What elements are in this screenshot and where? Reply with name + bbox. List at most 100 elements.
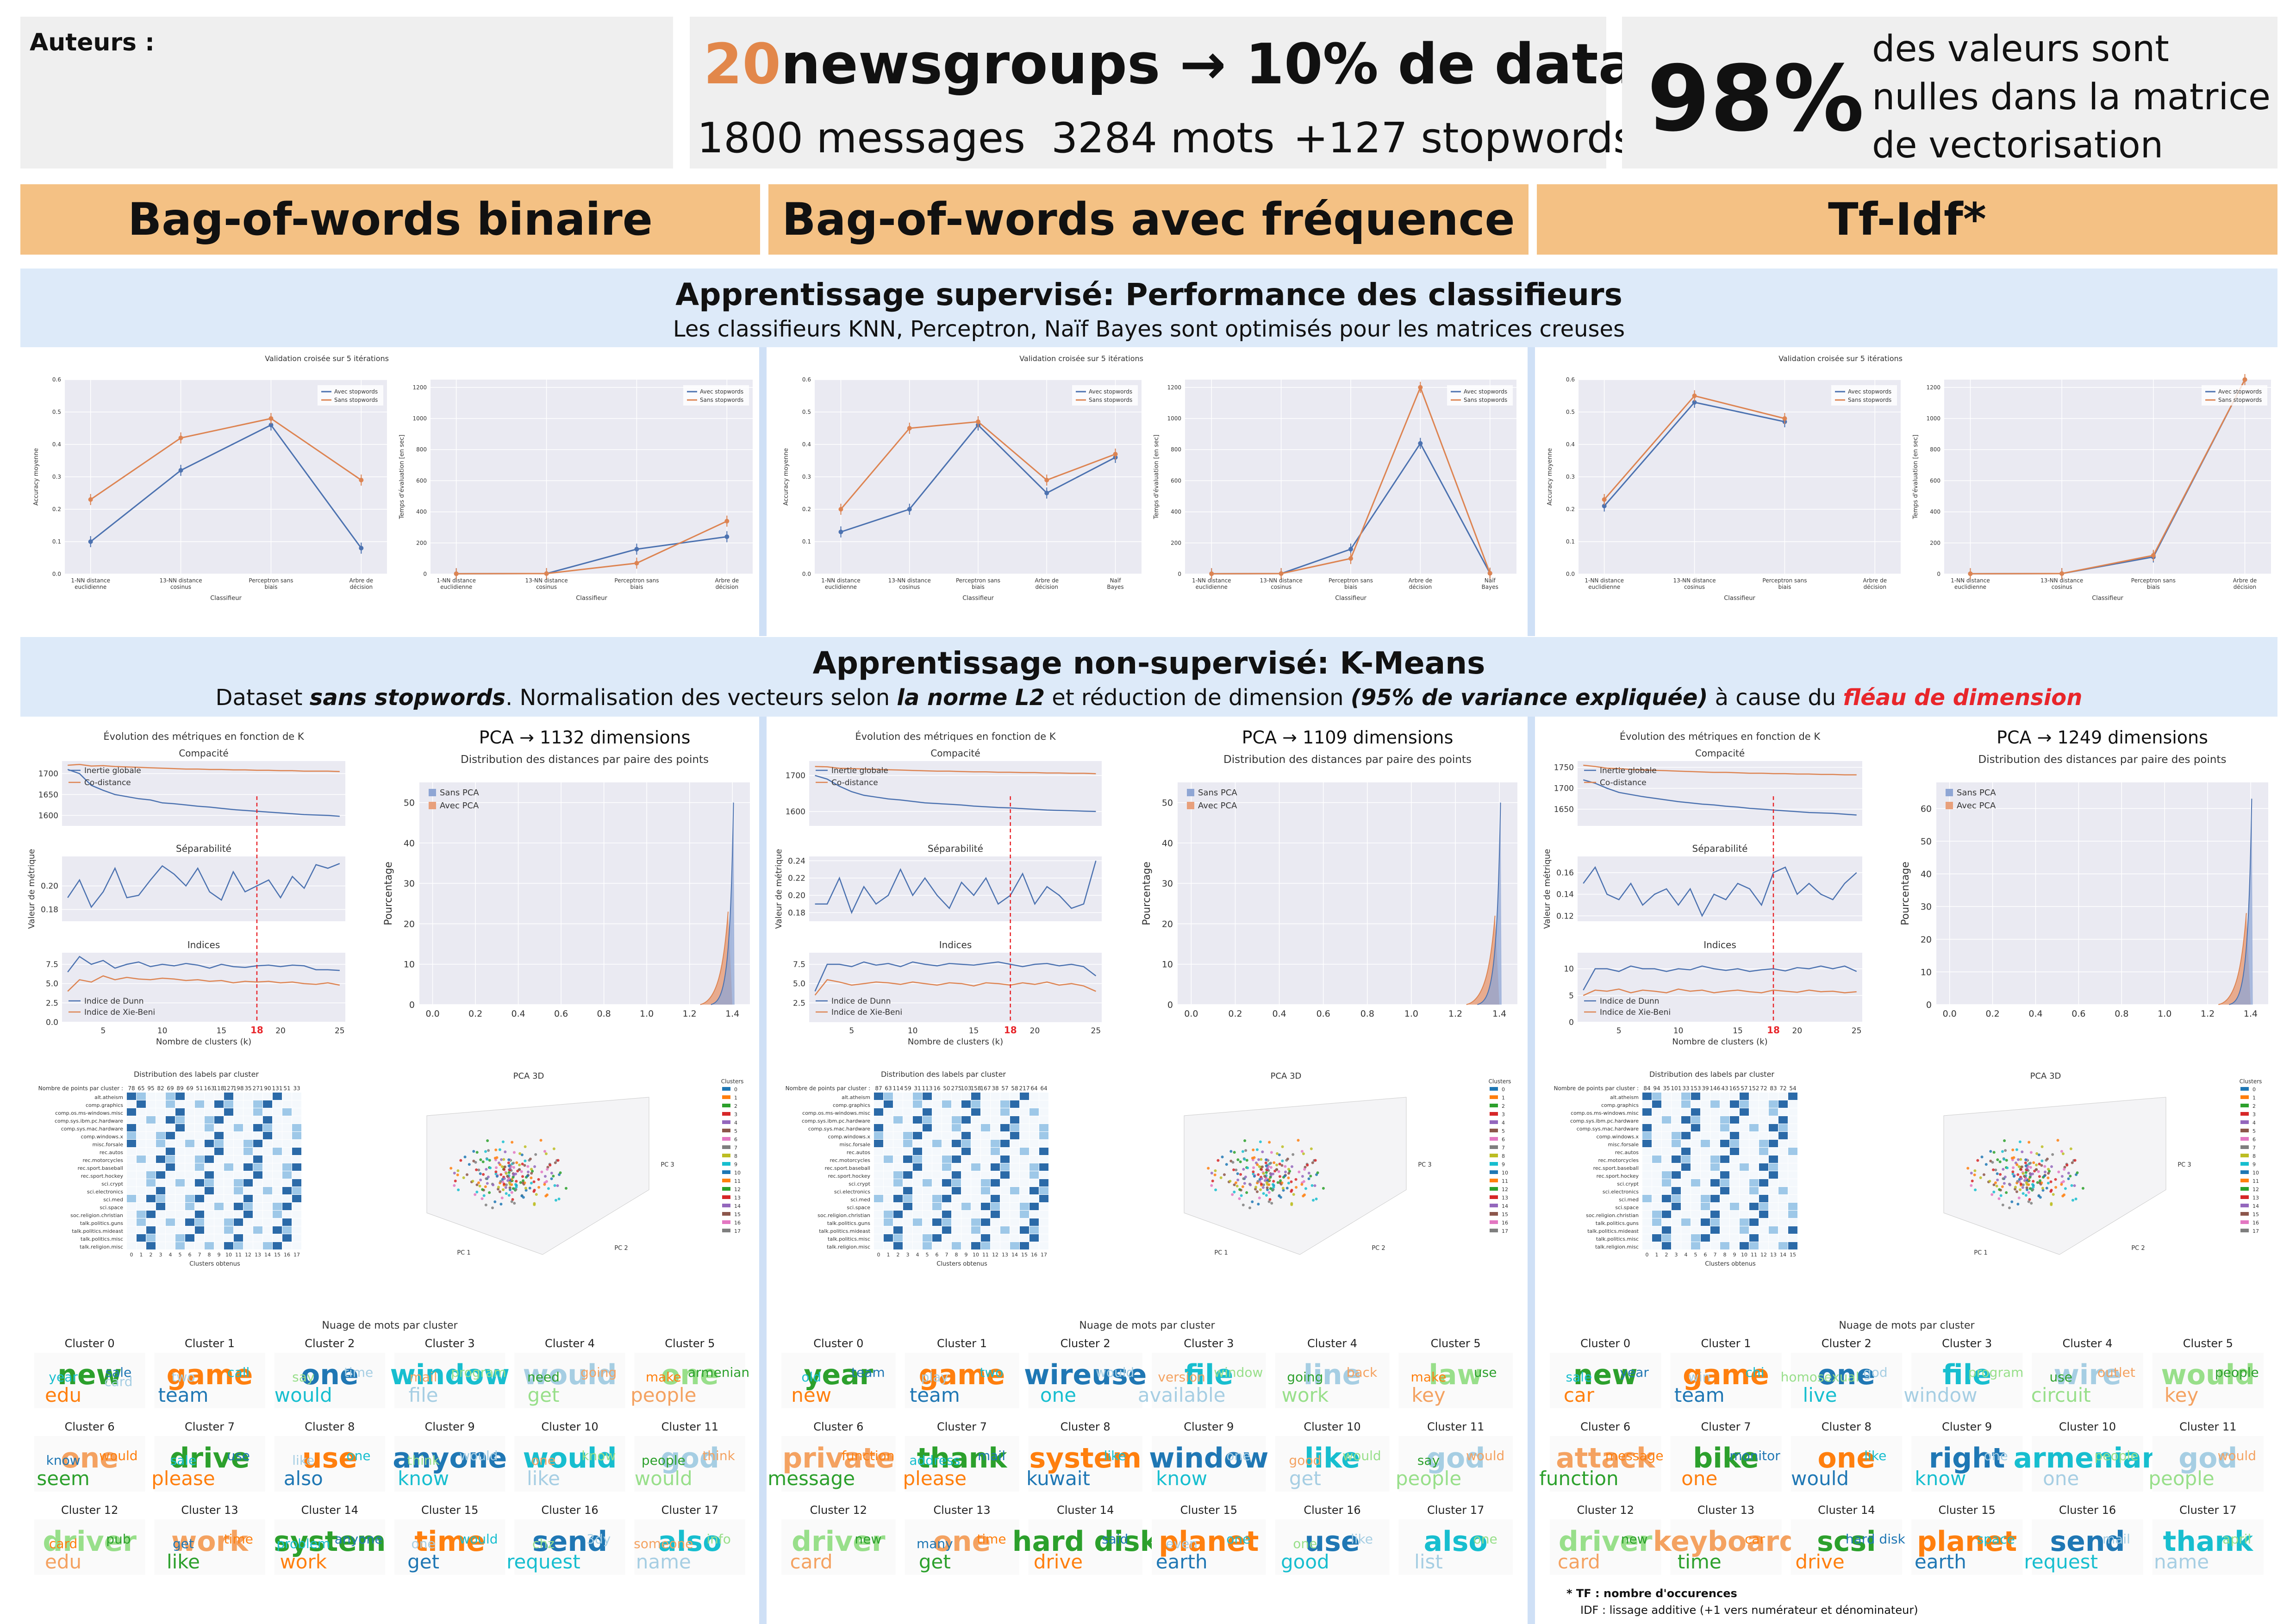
pca3d-point xyxy=(482,1194,486,1197)
cloud-word: year xyxy=(1620,1365,1649,1380)
legend-label: 2 xyxy=(734,1103,737,1109)
pca3d-point xyxy=(1992,1168,1995,1171)
legend-swatch xyxy=(722,1195,730,1199)
cloud-area xyxy=(781,1353,896,1408)
sparsity-percent: 98% xyxy=(1647,46,1865,152)
pca3d-point xyxy=(1261,1150,1264,1154)
unsupervised-title: Apprentissage non-supervisé: K-Means xyxy=(812,645,1485,681)
cluster-size: 275 xyxy=(951,1085,962,1092)
heatmap-cell xyxy=(1730,1171,1739,1179)
cloud-word: one xyxy=(301,1359,359,1391)
pca3d-point xyxy=(2045,1187,2048,1190)
heatmap-col-label: 13 xyxy=(1002,1252,1008,1258)
pca3d-point xyxy=(2003,1139,2006,1142)
cloud-word: going xyxy=(580,1365,617,1380)
x-tick-label: Perceptron sans xyxy=(1329,577,1373,584)
heatmap-cell xyxy=(292,1163,301,1171)
y-tick-label: 40 xyxy=(404,838,415,849)
pca3d-point xyxy=(518,1168,521,1171)
pca3d-point xyxy=(2046,1176,2050,1180)
pca3d-point xyxy=(1988,1180,1991,1183)
heatmap-cell xyxy=(1730,1132,1739,1139)
heatmap-cell xyxy=(1000,1234,1010,1242)
pca3d-point xyxy=(553,1184,556,1187)
pca3d-point xyxy=(1251,1200,1254,1204)
pca3d-point xyxy=(2044,1170,2047,1174)
pca3d-point xyxy=(1260,1165,1264,1168)
heatmap-cell xyxy=(234,1140,243,1147)
legend-swatch xyxy=(1490,1195,1498,1199)
heatmap-cell xyxy=(1662,1195,1671,1202)
plot-area xyxy=(62,856,345,921)
heatmap-col-label: 4 xyxy=(169,1252,172,1258)
legend-label: Indice de Dunn xyxy=(1600,997,1660,1006)
heatmap-cell xyxy=(932,1116,942,1124)
pca3d-point xyxy=(530,1176,533,1180)
heatmap-cell xyxy=(224,1148,233,1155)
cloud-title: Cluster 17 xyxy=(2179,1504,2236,1517)
heatmap-cell xyxy=(195,1211,204,1218)
legend-label: 14 xyxy=(734,1203,741,1209)
heatmap-cell xyxy=(1788,1108,1797,1116)
heatmap-cell xyxy=(185,1171,194,1179)
pca3d-point xyxy=(2025,1181,2028,1184)
heatmap-cell xyxy=(1720,1132,1729,1139)
pca3d-point xyxy=(2012,1174,2015,1178)
heatmap-cell xyxy=(175,1163,185,1171)
cluster-size: 35 xyxy=(1663,1085,1670,1092)
pca3d-point xyxy=(1992,1151,1996,1154)
pca3d-point xyxy=(2011,1170,2015,1174)
heatmap-cell xyxy=(923,1132,932,1139)
cloud-word: would xyxy=(2161,1359,2255,1391)
heatmap-cell xyxy=(282,1124,292,1131)
heatmap-cell xyxy=(175,1226,185,1234)
pca3d-point xyxy=(502,1182,505,1186)
heatmap-cell xyxy=(156,1179,165,1187)
heatmap-cell xyxy=(1749,1148,1759,1155)
cloud-word: attack xyxy=(1556,1442,1656,1474)
pca3d-point xyxy=(1232,1168,1235,1171)
heatmap-cell xyxy=(137,1108,146,1116)
cloud-area xyxy=(1152,1436,1266,1492)
cloud-word: people xyxy=(1396,1467,1461,1490)
heatmap-cell xyxy=(1788,1234,1797,1242)
cluster-size: 58 xyxy=(1011,1085,1018,1092)
heatmap-cell xyxy=(166,1218,175,1226)
heatmap-cell xyxy=(923,1108,932,1116)
cloud-title: Cluster 6 xyxy=(65,1420,115,1433)
pca3d-axis-label: PC 1 xyxy=(1214,1249,1228,1256)
pca3d-point xyxy=(507,1161,510,1164)
heatmap-cell xyxy=(1701,1171,1710,1179)
cloud-word: available xyxy=(1138,1384,1226,1406)
pca3d-axis-label: PC 1 xyxy=(1974,1249,1987,1256)
pca3d-point xyxy=(1281,1187,1285,1190)
heatmap-cell xyxy=(263,1148,272,1155)
pca3d-point xyxy=(2074,1197,2078,1200)
cloud-word: like xyxy=(1864,1448,1886,1463)
heatmap-col-label: 14 xyxy=(1780,1252,1786,1258)
heatmap-cell xyxy=(273,1171,282,1179)
cloud-word: system xyxy=(1029,1442,1141,1474)
heatmap-cell xyxy=(253,1124,262,1131)
pca3d-point xyxy=(486,1139,489,1142)
metrics-title: Évolution des métriques en fonction de K xyxy=(103,731,305,742)
heatmap-cell xyxy=(961,1132,971,1139)
pca3d-point xyxy=(1217,1159,1220,1162)
heatmap-cell xyxy=(253,1211,262,1218)
heatmap-cell xyxy=(156,1203,165,1210)
legend-label: 5 xyxy=(734,1128,737,1134)
heatmap-cell xyxy=(981,1234,990,1242)
legend-swatch xyxy=(2240,1120,2249,1124)
cloud-title: Cluster 3 xyxy=(425,1337,475,1350)
pca3d-point xyxy=(1260,1158,1263,1161)
pca3d-point xyxy=(515,1180,518,1183)
heatmap-cell xyxy=(1672,1163,1681,1171)
heatmap-cell xyxy=(1730,1108,1739,1116)
heatmap-cell xyxy=(952,1163,961,1171)
heatmap-cell xyxy=(1778,1093,1788,1100)
cloud-word: planet xyxy=(1917,1525,2017,1558)
cloud-word: use xyxy=(302,1442,357,1474)
cloud-title: Cluster 17 xyxy=(661,1504,718,1517)
pca3d-point xyxy=(1207,1167,1210,1170)
heatmap-cell xyxy=(175,1140,185,1147)
